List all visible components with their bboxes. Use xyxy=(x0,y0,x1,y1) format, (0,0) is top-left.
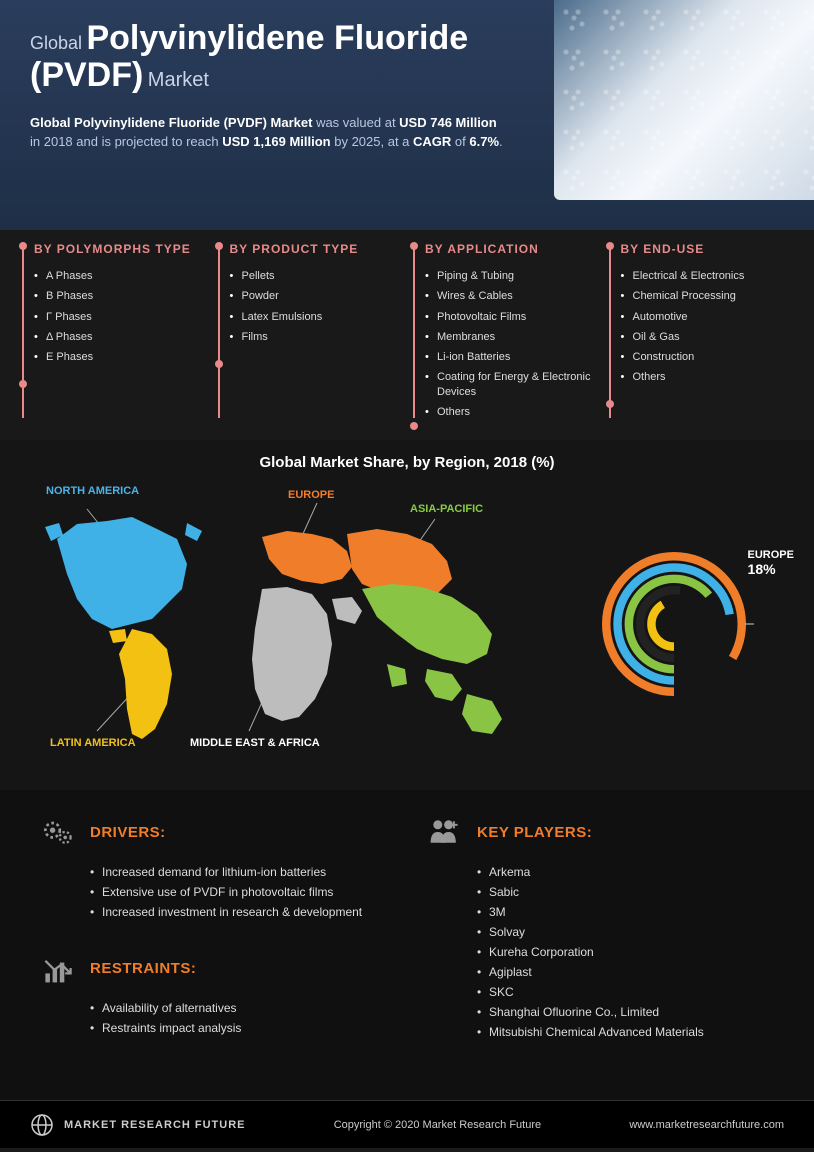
categories-section: BY POLYMORPHS TYPE A PhasesB PhasesΓ Phas… xyxy=(0,230,814,440)
region-label-na: NORTH AMERICA xyxy=(46,485,139,497)
title-prefix: Global xyxy=(30,33,82,53)
list-item: Chemical Processing xyxy=(621,286,795,306)
bottom-left-col: DRIVERS: Increased demand for lithium-io… xyxy=(40,814,387,1080)
players-section: KEY PLAYERS: ArkemaSabic3MSolvayKureha C… xyxy=(427,814,774,1042)
world-map: NORTH AMERICA EUROPE ASIA-PACIFIC LATIN … xyxy=(30,479,544,769)
players-list: ArkemaSabic3MSolvayKureha CorporationAgi… xyxy=(477,862,774,1042)
list-item: A Phases xyxy=(34,266,208,286)
list-item: Agiplast xyxy=(477,962,774,982)
list-item: Latex Emulsions xyxy=(230,307,404,327)
list-item: Sabic xyxy=(477,882,774,902)
list-item: Pellets xyxy=(230,266,404,286)
bottom-right-col: KEY PLAYERS: ArkemaSabic3MSolvayKureha C… xyxy=(427,814,774,1080)
restraints-title: RESTRAINTS: xyxy=(90,960,196,977)
list-item: Restraints impact analysis xyxy=(90,1018,387,1038)
hero-product-image xyxy=(554,0,814,200)
category-title: BY POLYMORPHS TYPE xyxy=(34,242,208,256)
players-title: KEY PLAYERS: xyxy=(477,824,592,841)
title-suffix: Market xyxy=(148,69,209,91)
map-svg xyxy=(30,479,544,769)
globe-icon xyxy=(30,1113,54,1137)
list-item: Others xyxy=(621,367,795,387)
restraints-list: Availability of alternativesRestraints i… xyxy=(90,998,387,1038)
category-list: A PhasesB PhasesΓ PhasesΔ PhasesE Phases xyxy=(34,266,208,367)
people-icon xyxy=(427,814,463,850)
region-label-la: LATIN AMERICA xyxy=(50,737,136,749)
category-column: BY APPLICATION Piping & TubingWires & Cab… xyxy=(411,242,599,422)
list-item: Powder xyxy=(230,286,404,306)
list-item: Extensive use of PVDF in photovoltaic fi… xyxy=(90,882,387,902)
region-label-me: MIDDLE EAST & AFRICA xyxy=(190,737,320,749)
list-item: Electrical & Electronics xyxy=(621,266,795,286)
donut-highlight-label: EUROPE xyxy=(748,549,794,561)
footer-brand: MARKET RESEARCH FUTURE xyxy=(30,1113,246,1137)
list-item: Membranes xyxy=(425,327,599,347)
list-item: Arkema xyxy=(477,862,774,882)
list-item: Δ Phases xyxy=(34,327,208,347)
title-block: Global Polyvinylidene Fluoride (PVDF) Ma… xyxy=(30,20,510,95)
donut-highlight-value: 18% xyxy=(748,561,794,577)
list-item: Increased investment in research & devel… xyxy=(90,902,387,922)
list-item: Automotive xyxy=(621,307,795,327)
category-column: BY END-USE Electrical & ElectronicsChemic… xyxy=(607,242,795,422)
drivers-list: Increased demand for lithium-ion batteri… xyxy=(90,862,387,922)
region-label-ap: ASIA-PACIFIC xyxy=(410,503,483,515)
list-item: Solvay xyxy=(477,922,774,942)
category-title: BY END-USE xyxy=(621,242,795,256)
list-item: B Phases xyxy=(34,286,208,306)
category-list: Piping & TubingWires & CablesPhotovoltai… xyxy=(425,266,599,422)
drivers-title: DRIVERS: xyxy=(90,824,166,841)
donut-chart xyxy=(594,544,754,704)
list-item: Increased demand for lithium-ion batteri… xyxy=(90,862,387,882)
list-item: Oil & Gas xyxy=(621,327,795,347)
drivers-section: DRIVERS: Increased demand for lithium-io… xyxy=(40,814,387,922)
footer-copyright: Copyright © 2020 Market Research Future xyxy=(334,1119,541,1131)
list-item: Others xyxy=(425,402,599,422)
list-item: Li-ion Batteries xyxy=(425,347,599,367)
gears-icon xyxy=(40,814,76,850)
category-list: Electrical & ElectronicsChemical Process… xyxy=(621,266,795,388)
donut-chart-wrap: EUROPE 18% xyxy=(564,479,784,769)
footer: MARKET RESEARCH FUTURE Copyright © 2020 … xyxy=(0,1100,814,1148)
list-item: Availability of alternatives xyxy=(90,998,387,1018)
header: Global Polyvinylidene Fluoride (PVDF) Ma… xyxy=(0,0,814,230)
list-item: Wires & Cables xyxy=(425,286,599,306)
list-item: Films xyxy=(230,327,404,347)
map-section: Global Market Share, by Region, 2018 (%)… xyxy=(0,440,814,790)
header-description: Global Polyvinylidene Fluoride (PVDF) Ma… xyxy=(30,113,510,152)
list-item: SKC xyxy=(477,982,774,1002)
map-title: Global Market Share, by Region, 2018 (%) xyxy=(30,454,784,471)
list-item: Piping & Tubing xyxy=(425,266,599,286)
region-label-eu: EUROPE xyxy=(288,489,334,501)
bottom-section: DRIVERS: Increased demand for lithium-io… xyxy=(0,790,814,1100)
list-item: Mitsubishi Chemical Advanced Materials xyxy=(477,1022,774,1042)
chart-down-icon xyxy=(40,950,76,986)
footer-brand-text: MARKET RESEARCH FUTURE xyxy=(64,1119,246,1131)
list-item: Photovoltaic Films xyxy=(425,307,599,327)
footer-url: www.marketresearchfuture.com xyxy=(629,1119,784,1131)
list-item: Coating for Energy & Electronic Devices xyxy=(425,367,599,402)
category-column: BY PRODUCT TYPE PelletsPowderLatex Emulsi… xyxy=(216,242,404,422)
category-title: BY APPLICATION xyxy=(425,242,599,256)
list-item: Shanghai Ofluorine Co., Limited xyxy=(477,1002,774,1022)
category-column: BY POLYMORPHS TYPE A PhasesB PhasesΓ Phas… xyxy=(20,242,208,422)
restraints-section: RESTRAINTS: Availability of alternatives… xyxy=(40,950,387,1038)
list-item: Γ Phases xyxy=(34,307,208,327)
category-list: PelletsPowderLatex EmulsionsFilms xyxy=(230,266,404,347)
title-main: Polyvinylidene Fluoride (PVDF) xyxy=(30,19,468,94)
category-title: BY PRODUCT TYPE xyxy=(230,242,404,256)
list-item: Kureha Corporation xyxy=(477,942,774,962)
list-item: 3M xyxy=(477,902,774,922)
donut-highlight: EUROPE 18% xyxy=(748,549,794,577)
list-item: E Phases xyxy=(34,347,208,367)
list-item: Construction xyxy=(621,347,795,367)
